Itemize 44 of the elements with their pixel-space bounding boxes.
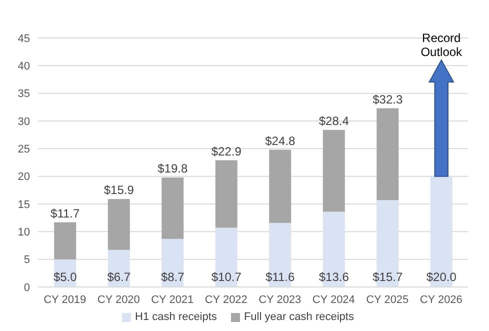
x-tick-label: CY 2020 xyxy=(97,294,140,306)
x-tick-label: CY 2019 xyxy=(44,294,86,306)
total-label: $22.9 xyxy=(211,144,242,158)
y-tick-label: 20 xyxy=(18,171,30,184)
data-label: $8.7 xyxy=(160,270,185,284)
total-label: $19.8 xyxy=(158,161,188,176)
bar xyxy=(162,177,184,239)
y-tick-label: 30 xyxy=(18,116,30,128)
legend-label: Full year cash receipts xyxy=(242,311,354,323)
annotation: Record Outlook xyxy=(420,31,464,59)
data-label: $6.7 xyxy=(107,270,131,284)
bar xyxy=(162,238,184,287)
total-label: $24.8 xyxy=(265,134,296,148)
y-tick-label: 10 xyxy=(18,226,30,239)
bar xyxy=(215,160,238,228)
total-label: $32.3 xyxy=(372,92,403,106)
y-tick-label: 0 xyxy=(24,282,30,294)
y-tick-label: 5 xyxy=(24,254,30,266)
y-tick-label: 45 xyxy=(18,32,30,45)
total-label: $15.9 xyxy=(104,183,134,198)
x-tick-label: CY 2021 xyxy=(151,294,194,306)
bar xyxy=(54,222,76,260)
x-tick-label: CY 2023 xyxy=(258,294,302,306)
total-label: $11.7 xyxy=(50,206,80,220)
x-tick-label: CY 2024 xyxy=(312,294,355,306)
y-tick-label: 35 xyxy=(18,88,30,100)
bar xyxy=(269,150,292,223)
total-label: $28.4 xyxy=(318,114,350,128)
data-label: $20.0 xyxy=(426,270,457,284)
y-tick-label: 40 xyxy=(18,60,30,73)
legend-label: H1 cash receipts xyxy=(134,311,217,323)
y-tick-label: 15 xyxy=(18,198,30,211)
bar xyxy=(376,108,399,200)
y-tick-label: 25 xyxy=(18,144,30,156)
x-tick-label: CY 2022 xyxy=(204,294,248,306)
data-label: $11.6 xyxy=(266,270,296,284)
x-tick-label: CY 2025 xyxy=(366,294,409,306)
x-tick-label: CY 2026 xyxy=(420,294,462,306)
data-label: $15.7 xyxy=(372,270,403,284)
bar xyxy=(108,199,130,250)
bar xyxy=(322,130,345,212)
data-label: $13.6 xyxy=(318,270,350,284)
data-label: $5.0 xyxy=(53,270,78,284)
data-label: $10.7 xyxy=(211,270,242,284)
